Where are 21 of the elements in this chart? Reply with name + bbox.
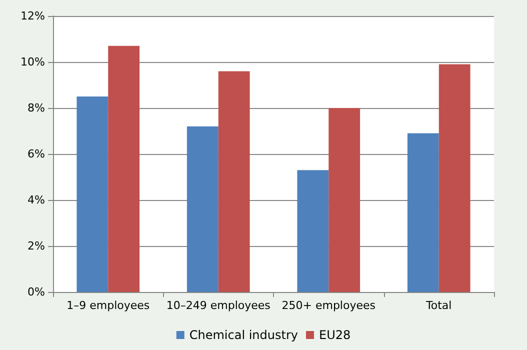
bar xyxy=(76,96,108,292)
y-tick-label: 0% xyxy=(28,286,45,298)
bar xyxy=(108,46,140,292)
x-tick-label: Total xyxy=(425,299,452,312)
bar xyxy=(297,170,329,292)
bar xyxy=(438,64,470,292)
legend-label: Chemical industry xyxy=(189,328,298,342)
y-tick-label: 4% xyxy=(28,194,45,206)
bar xyxy=(186,126,218,292)
bar xyxy=(407,133,439,292)
y-tick-label: 6% xyxy=(28,148,45,160)
y-tick-label: 8% xyxy=(28,102,45,114)
x-tick-label: 250+ employees xyxy=(282,299,376,312)
y-tick-label: 12% xyxy=(20,10,45,22)
bar xyxy=(328,108,360,292)
y-tick-label: 2% xyxy=(28,240,45,252)
legend-label: EU28 xyxy=(319,328,351,342)
x-tick-label: 1–9 employees xyxy=(66,299,150,312)
bar xyxy=(218,71,250,292)
y-tick-label: 10% xyxy=(20,56,45,68)
x-tick-label: 10–249 employees xyxy=(166,299,271,312)
